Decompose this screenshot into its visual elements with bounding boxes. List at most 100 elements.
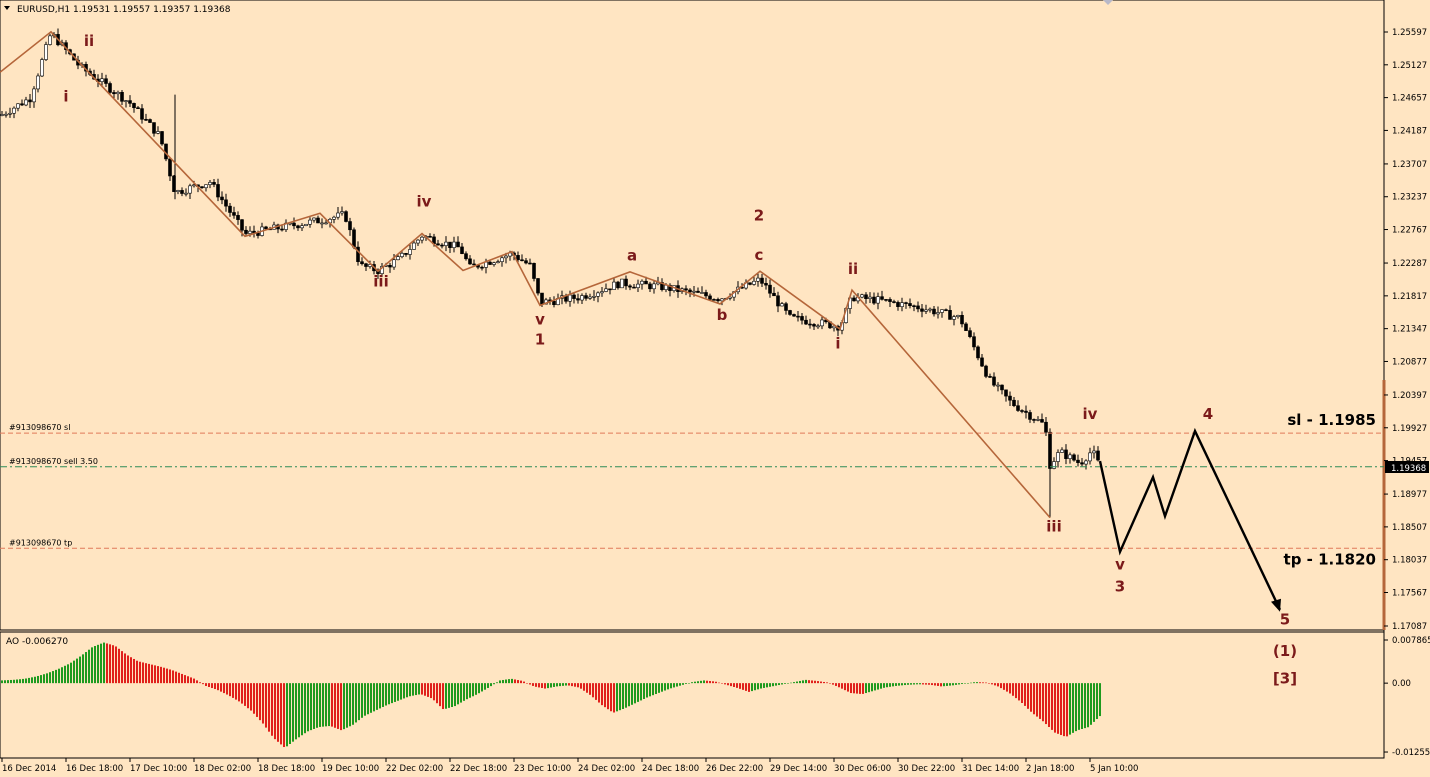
ao-bar bbox=[1048, 683, 1050, 727]
ao-bar bbox=[433, 683, 435, 701]
ao-bar bbox=[442, 683, 444, 710]
price-tick-label: 1.23237 bbox=[1392, 193, 1427, 203]
main-chart-frame bbox=[0, 0, 1385, 631]
ao-bar bbox=[973, 682, 975, 684]
candle-body bbox=[812, 324, 816, 327]
ao-bar bbox=[739, 683, 741, 689]
time-tick-label: 22 Dec 18:00 bbox=[450, 764, 507, 774]
ao-bar bbox=[166, 668, 168, 684]
ao-bar bbox=[688, 683, 690, 684]
ao-bar bbox=[892, 683, 894, 687]
ao-bar bbox=[505, 679, 507, 684]
ao-bar bbox=[301, 683, 303, 736]
ao-bar bbox=[202, 683, 204, 685]
candle-body bbox=[244, 229, 248, 234]
price-tick-label: 1.23707 bbox=[1392, 160, 1427, 170]
candle-body bbox=[28, 99, 32, 103]
wave-label: v bbox=[535, 310, 545, 328]
candle-body bbox=[984, 365, 988, 377]
ao-bar bbox=[541, 683, 543, 688]
ao-bar bbox=[331, 683, 333, 727]
ao-bar bbox=[868, 683, 870, 693]
ao-bar bbox=[406, 683, 408, 698]
ao-tick-label: 0.007865 bbox=[1392, 636, 1430, 646]
ao-bar bbox=[1096, 683, 1098, 719]
ao-bar bbox=[268, 683, 270, 732]
candle-body bbox=[208, 182, 212, 185]
ao-bar bbox=[22, 678, 24, 684]
candle-body bbox=[704, 292, 708, 297]
ao-bar bbox=[613, 683, 615, 713]
candle-body bbox=[588, 296, 592, 299]
ao-bar bbox=[403, 683, 405, 699]
ao-bar bbox=[721, 683, 723, 684]
ao-bar bbox=[877, 683, 879, 690]
ao-bar bbox=[526, 683, 528, 684]
ao-bar bbox=[583, 683, 585, 691]
candle-body bbox=[104, 78, 108, 84]
ao-bar bbox=[985, 682, 987, 684]
take-profit-annotation: tp - 1.1820 bbox=[1284, 550, 1376, 568]
ao-bar bbox=[601, 683, 603, 706]
ao-bar bbox=[100, 643, 102, 684]
wave-label: (1) bbox=[1273, 642, 1297, 660]
ao-bar bbox=[1024, 683, 1026, 706]
ao-bar bbox=[706, 680, 708, 684]
ao-bar bbox=[316, 683, 318, 728]
candle-body bbox=[580, 295, 584, 301]
ao-bar bbox=[886, 683, 888, 688]
ao-bar bbox=[457, 683, 459, 705]
ao-bar bbox=[757, 683, 759, 690]
ao-bar bbox=[1, 680, 3, 684]
candle-body bbox=[404, 252, 408, 255]
time-tick-label: 26 Dec 22:00 bbox=[706, 764, 763, 774]
ao-bar bbox=[358, 683, 360, 721]
ao-bar bbox=[130, 657, 132, 684]
candle-body bbox=[156, 131, 160, 134]
candle-body bbox=[416, 239, 420, 244]
ao-bar bbox=[373, 683, 375, 712]
candle-body bbox=[992, 376, 996, 386]
ao-bar bbox=[343, 683, 345, 730]
ao-bar bbox=[658, 683, 660, 693]
ao-bar bbox=[577, 683, 579, 688]
candle-body bbox=[44, 44, 48, 60]
ao-bar bbox=[790, 682, 792, 684]
ao-bar bbox=[619, 683, 621, 711]
ao-bar bbox=[247, 683, 249, 709]
ao-bar bbox=[547, 683, 549, 689]
candle-body bbox=[788, 310, 792, 315]
time-tick-label: 16 Dec 18:00 bbox=[66, 764, 123, 774]
candle-body bbox=[148, 119, 152, 123]
ao-bar bbox=[1054, 683, 1056, 733]
ao-bar bbox=[679, 683, 681, 686]
price-tick-label: 1.18507 bbox=[1392, 523, 1427, 533]
candle-body bbox=[136, 107, 140, 110]
ao-bar bbox=[685, 683, 687, 684]
ao-bar bbox=[997, 683, 999, 687]
ao-bar bbox=[319, 683, 321, 727]
candle-body bbox=[596, 292, 600, 297]
candle-body bbox=[1008, 395, 1012, 401]
candle-body bbox=[224, 199, 228, 207]
candle-body bbox=[1032, 419, 1036, 421]
candle-body bbox=[360, 261, 364, 265]
ao-bar bbox=[631, 683, 633, 705]
ao-bar bbox=[1069, 683, 1071, 735]
candle-body bbox=[920, 308, 924, 312]
order-levels[interactable]: #913098670 sl sl - 1.1985 #913098670 sell … bbox=[0, 411, 1384, 568]
chart-shift-marker-icon[interactable] bbox=[1103, 0, 1113, 5]
chart-menu-arrow-icon[interactable] bbox=[4, 6, 10, 10]
ao-bar bbox=[1075, 683, 1077, 732]
candle-body bbox=[852, 297, 856, 302]
ao-bar bbox=[103, 642, 105, 684]
candle-body bbox=[232, 212, 236, 216]
ao-bar bbox=[154, 665, 156, 684]
time-tick-label: 5 Jan 10:00 bbox=[1090, 764, 1138, 774]
candle-body bbox=[464, 253, 468, 260]
ao-bar bbox=[727, 683, 729, 686]
ao-bar bbox=[862, 683, 864, 694]
ao-bar bbox=[151, 664, 153, 684]
time-tick-label: 31 Dec 14:00 bbox=[962, 764, 1019, 774]
